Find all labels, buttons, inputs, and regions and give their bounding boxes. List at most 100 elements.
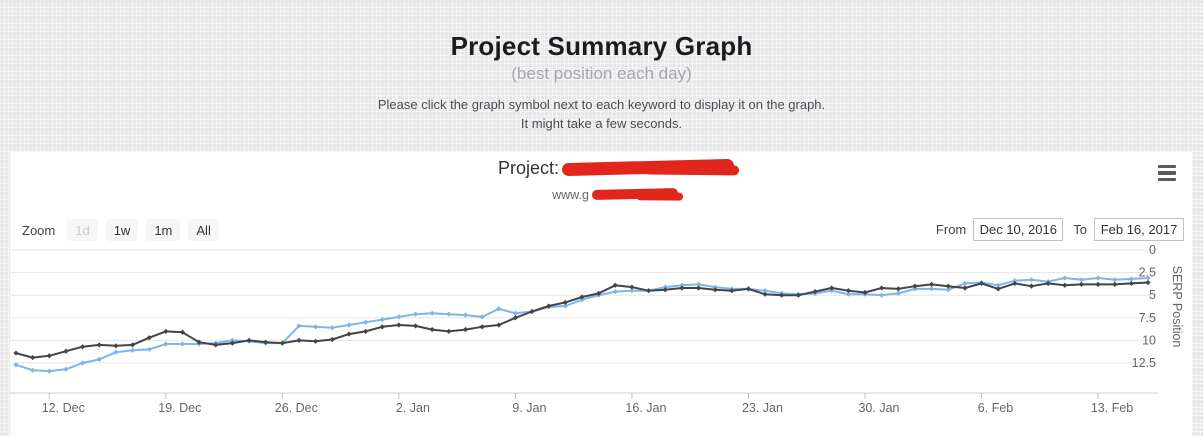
chart-subtitle: www.g <box>10 188 1192 202</box>
data-point-marker <box>13 350 19 356</box>
chart-panel: 0 2.5 5 7.5 10 12.5 SERP Position 12. Dec 19. De… <box>10 152 1192 436</box>
data-point-marker <box>879 292 885 298</box>
data-point-marker <box>263 339 269 345</box>
zoom-button-1d: 1d <box>67 219 98 241</box>
data-point-marker <box>279 340 285 346</box>
data-point-marker <box>512 310 519 316</box>
data-point-marker <box>379 324 385 330</box>
instructions-line-1: Please click the graph symbol next to ea… <box>377 97 826 112</box>
data-point-marker <box>479 314 485 320</box>
data-point-marker <box>179 341 186 347</box>
data-point-marker <box>879 285 885 291</box>
zoom-button-all[interactable]: All <box>188 219 219 241</box>
y-axis-title: SERP Position <box>1170 266 1184 348</box>
svg-text:26. Dec: 26. Dec <box>275 401 318 415</box>
to-date-input[interactable] <box>1094 218 1184 241</box>
chart-context-menu-button[interactable] <box>1156 164 1178 182</box>
page-subtitle: (best position each day) <box>511 64 692 83</box>
data-point-marker <box>1078 281 1085 287</box>
data-point-marker <box>995 286 1001 292</box>
svg-text:23. Jan: 23. Jan <box>742 401 783 415</box>
data-point-marker <box>912 286 918 292</box>
data-point-marker <box>412 323 419 329</box>
data-point-marker <box>645 288 652 294</box>
data-point-marker <box>1095 281 1101 287</box>
zoom-button-1w[interactable]: 1w <box>105 219 139 241</box>
data-point-marker <box>63 348 69 354</box>
data-point-marker <box>79 344 86 350</box>
data-point-marker <box>396 314 402 320</box>
data-point-marker <box>695 281 702 287</box>
data-point-marker <box>1078 277 1085 283</box>
data-point-marker <box>1145 275 1151 281</box>
data-point-marker <box>729 288 735 294</box>
y-gridlines <box>10 249 1156 364</box>
data-point-marker <box>612 288 618 295</box>
data-point-marker <box>512 315 519 321</box>
data-point-marker <box>1012 280 1018 287</box>
data-point-marker <box>479 324 485 330</box>
to-label: To <box>1073 222 1087 237</box>
data-point-marker <box>529 308 535 315</box>
data-point-marker <box>446 328 452 334</box>
redaction-mark-title <box>561 158 735 176</box>
page-title: Project Summary Graph <box>450 31 753 61</box>
x-axis-labels: 12. Dec 19. Dec 26. Dec 2. Jan 9. Jan 16. Jan… <box>42 401 1134 415</box>
data-point-marker <box>1062 275 1068 281</box>
data-point-marker <box>46 353 52 359</box>
data-point-marker <box>429 310 435 316</box>
from-label: From <box>935 222 967 237</box>
data-point-marker <box>30 354 36 361</box>
data-point-marker <box>895 286 901 292</box>
data-point-marker <box>945 287 951 293</box>
data-point-marker <box>1028 283 1035 289</box>
data-point-marker <box>362 319 369 325</box>
data-point-marker <box>446 311 452 317</box>
data-point-marker <box>313 338 319 344</box>
data-point-marker <box>329 325 335 331</box>
svg-text:12.5: 12.5 <box>1132 356 1156 370</box>
chart-title: Project: <box>10 158 1192 179</box>
data-point-marker <box>928 286 935 292</box>
zoom-label: Zoom <box>22 222 56 238</box>
data-point-marker <box>962 280 968 287</box>
data-point-marker <box>928 281 935 287</box>
svg-text:10: 10 <box>1142 333 1156 347</box>
data-point-marker <box>1045 280 1051 287</box>
y-axis-labels: 0 2.5 5 7.5 10 12.5 <box>1132 243 1156 370</box>
data-point-marker <box>146 346 152 353</box>
data-point-marker <box>712 287 718 293</box>
data-point-marker <box>496 306 502 312</box>
data-point-marker <box>812 288 818 295</box>
data-point-marker <box>196 339 202 345</box>
data-point-marker <box>1112 281 1118 287</box>
svg-text:6. Feb: 6. Feb <box>978 401 1013 415</box>
data-point-marker <box>762 291 768 297</box>
chart-plot-area[interactable]: 0 2.5 5 7.5 10 12.5 SERP Position 12. Dec 19. De… <box>10 152 1192 436</box>
from-date-input[interactable] <box>973 218 1064 241</box>
date-range-controls: From To <box>936 218 1184 241</box>
data-point-marker <box>945 283 951 289</box>
data-point-marker <box>745 286 752 292</box>
data-point-marker <box>462 312 469 318</box>
data-point-marker <box>229 340 236 346</box>
data-point-marker <box>779 292 785 298</box>
data-point-marker <box>30 367 36 373</box>
data-point-marker <box>329 336 335 343</box>
svg-text:19. Dec: 19. Dec <box>158 401 201 415</box>
data-point-marker <box>762 288 768 294</box>
data-point-marker <box>429 326 435 333</box>
data-point-marker <box>795 292 802 298</box>
svg-text:16. Jan: 16. Jan <box>625 401 666 415</box>
data-point-marker <box>362 328 369 334</box>
redaction-mark-subtitle <box>591 188 679 201</box>
series-line-blue[interactable] <box>13 275 1151 374</box>
zoom-button-1m[interactable]: 1m <box>146 219 181 241</box>
data-point-marker <box>962 285 968 291</box>
series-line-dark[interactable] <box>13 279 1151 361</box>
data-point-marker <box>1128 280 1134 287</box>
data-point-marker <box>462 326 469 333</box>
data-point-marker <box>1128 276 1134 282</box>
data-point-marker <box>662 287 668 293</box>
